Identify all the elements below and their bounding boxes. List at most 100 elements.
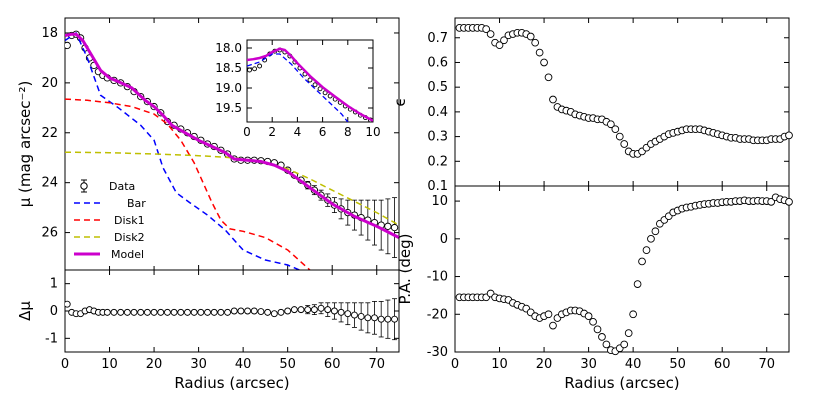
pa-point-32 [598, 333, 606, 341]
residual-point-42 [324, 306, 332, 314]
pa-point-20 [544, 310, 553, 319]
series-line-model [65, 32, 399, 239]
residual-point-45 [344, 310, 352, 318]
series-line-bar [65, 31, 302, 270]
legend-item-bar: Bar [74, 197, 146, 210]
y-tick-label-residual-0: -1 [45, 331, 58, 346]
residual-point-44 [337, 308, 345, 316]
residual-point-30 [244, 307, 252, 315]
inset-data-point-12 [307, 77, 313, 83]
y-tick-label-ellipticity-4: 0.5 [427, 80, 448, 95]
profile-clipped [65, 30, 399, 270]
y-tick-label-profile-1: 20 [41, 76, 58, 91]
xlabel-position-angle: Radius (arcsec) [564, 374, 679, 392]
y-tick-label-profile-3: 24 [41, 176, 58, 191]
legend-label-bar: Bar [127, 197, 146, 210]
legend-item-disk2: Disk2 [74, 231, 145, 244]
plot-area-position-angle [454, 185, 790, 353]
residual-point-39 [304, 306, 312, 314]
legend: Data Bar Disk1 Disk2 Model [72, 174, 158, 266]
ylabel-residual: Δμ [16, 301, 34, 321]
residual-point-29 [237, 307, 245, 315]
residual-point-10 [110, 308, 118, 316]
residual-point-41 [317, 304, 325, 312]
inset-data-point-0 [247, 67, 252, 73]
residual-point-47 [357, 313, 365, 320]
x-tick-label-position-angle-0: 0 [451, 357, 459, 372]
residual-point-48 [364, 314, 372, 322]
x-tick-label-residual-2: 20 [146, 357, 163, 372]
residual-point-32 [257, 308, 265, 315]
residual-point-21 [184, 308, 191, 316]
ellipticity-point-7 [486, 30, 495, 38]
residual-point-11 [117, 308, 125, 316]
pa-point-37 [620, 340, 629, 349]
pa-point-41 [638, 257, 646, 266]
inset-line-model [247, 47, 373, 122]
residual-point-35 [277, 308, 285, 316]
ylabel-profile: μ (mag arcsec⁻²) [16, 81, 34, 208]
xlabel-residual: Radius (arcsec) [174, 374, 289, 392]
x-tick-label-position-angle-2: 20 [536, 357, 553, 372]
legend-label-model: Model [111, 248, 144, 261]
inset-marks: 0 2 4 6 8 10 18.0 18.5 19.0 19.5 [215, 40, 381, 139]
x-tick-label-residual-6: 60 [324, 357, 341, 372]
x-tick-label-inset-0: 0 [243, 125, 251, 139]
legend-item-data: Data [80, 179, 135, 193]
y-tick-label-ellipticity-5: 0.6 [427, 55, 448, 70]
residual-point-38 [297, 306, 305, 314]
ellipticity-point-17 [531, 38, 540, 47]
pa-point-39 [629, 310, 637, 319]
residual-point-18 [163, 308, 171, 316]
y-tick-label-ellipticity-1: 0.2 [427, 154, 448, 169]
ellipticity-point-18 [535, 48, 544, 57]
residual-point-20 [177, 308, 185, 316]
pa-point-74 [785, 197, 793, 206]
residual-point-24 [204, 308, 211, 316]
x-tick-label-inset-1: 2 [268, 125, 276, 139]
inset-data-point-13 [312, 82, 318, 88]
ellipticity-point-37 [620, 140, 629, 148]
y-tick-label-profile-4: 26 [41, 226, 58, 241]
ellipticity-point-9 [495, 41, 504, 50]
residual-point-33 [264, 308, 272, 316]
y-tick-label-ellipticity-2: 0.3 [427, 130, 448, 145]
ellipticity-point-34 [607, 120, 615, 129]
inset-data-point-2 [257, 63, 263, 69]
residual-point-15 [143, 308, 151, 316]
pa-point-30 [589, 317, 597, 326]
pa-point-38 [624, 329, 633, 337]
residual-point-40 [310, 306, 318, 314]
y-tick-label-position-angle-3: 0 [440, 232, 448, 247]
pa-point-21 [549, 321, 557, 330]
ellipticity-marks: 0.1 0.2 0.3 0.4 0.5 0.6 0.7 [427, 18, 793, 194]
legend-label-data: Data [109, 180, 135, 193]
x-tick-label-position-angle-1: 10 [491, 357, 508, 372]
x-tick-label-position-angle-3: 30 [580, 357, 597, 372]
y-tick-label-ellipticity-0: 0.1 [427, 179, 448, 194]
y-tick-label-position-angle-1: -20 [427, 307, 448, 322]
pa-point-33 [602, 340, 611, 349]
residual-point-37 [290, 306, 298, 314]
chart-residual: 0 10 20 30 40 50 60 70-101 Δμ Radius (arcsec) [16, 269, 400, 392]
ylabel-position-angle: P.A. (deg) [396, 234, 414, 305]
residual-clipped [65, 298, 398, 341]
x-tick-label-inset-4: 8 [344, 125, 352, 139]
y-tick-label-inset-1: 18.5 [215, 61, 242, 75]
ellipticity-point-21 [549, 95, 557, 104]
residual-point-27 [224, 308, 231, 316]
y-tick-label-inset-0: 18.0 [215, 41, 242, 55]
residual-point-49 [371, 314, 378, 322]
residual-point-34 [270, 310, 278, 318]
series-line-disk1 [65, 98, 311, 270]
residual-point-25 [210, 308, 218, 316]
residual-point-36 [284, 307, 292, 315]
residual-point-16 [150, 308, 158, 316]
x-tick-label-residual-0: 0 [61, 357, 69, 372]
residual-point-46 [351, 311, 358, 319]
position-angle-marks: 0 10 20 30 40 50 60 70 -30 -20 -10 0 10 [427, 186, 793, 372]
residual-point-22 [190, 308, 198, 316]
y-tick-label-ellipticity-3: 0.4 [427, 105, 448, 120]
residual-point-51 [384, 315, 392, 323]
